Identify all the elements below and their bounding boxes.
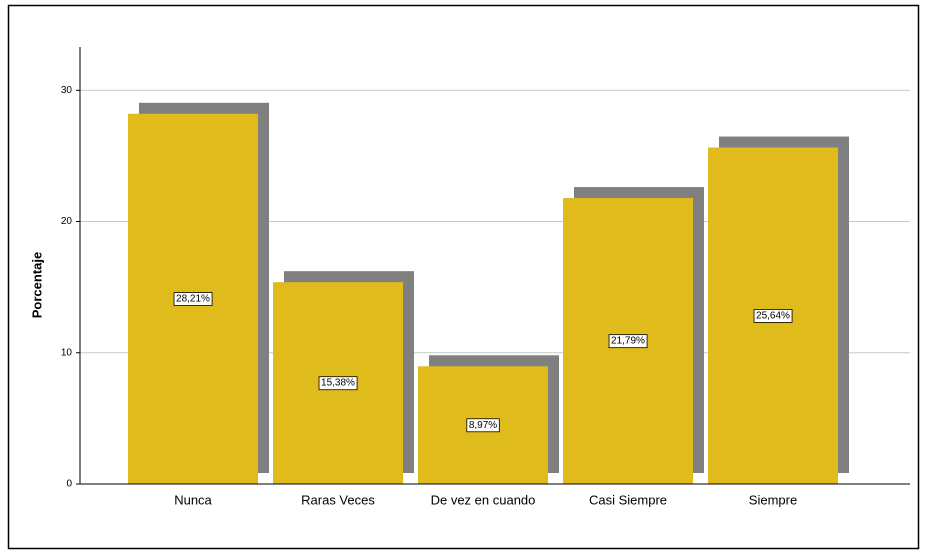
value-label: 8,97% — [469, 420, 497, 431]
value-label: 21,79% — [611, 336, 645, 347]
value-label: 15,38% — [321, 378, 355, 389]
value-label-box — [608, 334, 648, 349]
y-tick-label: 10 — [61, 347, 73, 358]
x-tick-label: Nunca — [174, 492, 212, 507]
value-label-box — [318, 376, 358, 391]
y-tick-label: 30 — [61, 85, 73, 96]
value-label-box — [466, 418, 500, 433]
y-tick-label: 20 — [61, 216, 73, 227]
x-tick-label: Siempre — [749, 492, 797, 507]
value-label: 28,21% — [176, 294, 210, 305]
x-tick-label: Casi Siempre — [589, 492, 667, 507]
y-tick-label: 0 — [66, 479, 72, 490]
x-tick-label: De vez en cuando — [431, 492, 536, 507]
y-axis-label: Porcentaje — [29, 252, 44, 318]
value-label: 25,64% — [756, 310, 790, 321]
value-label-box — [173, 292, 213, 306]
x-tick-label: Raras Veces — [301, 492, 375, 507]
value-label-box — [753, 309, 793, 323]
